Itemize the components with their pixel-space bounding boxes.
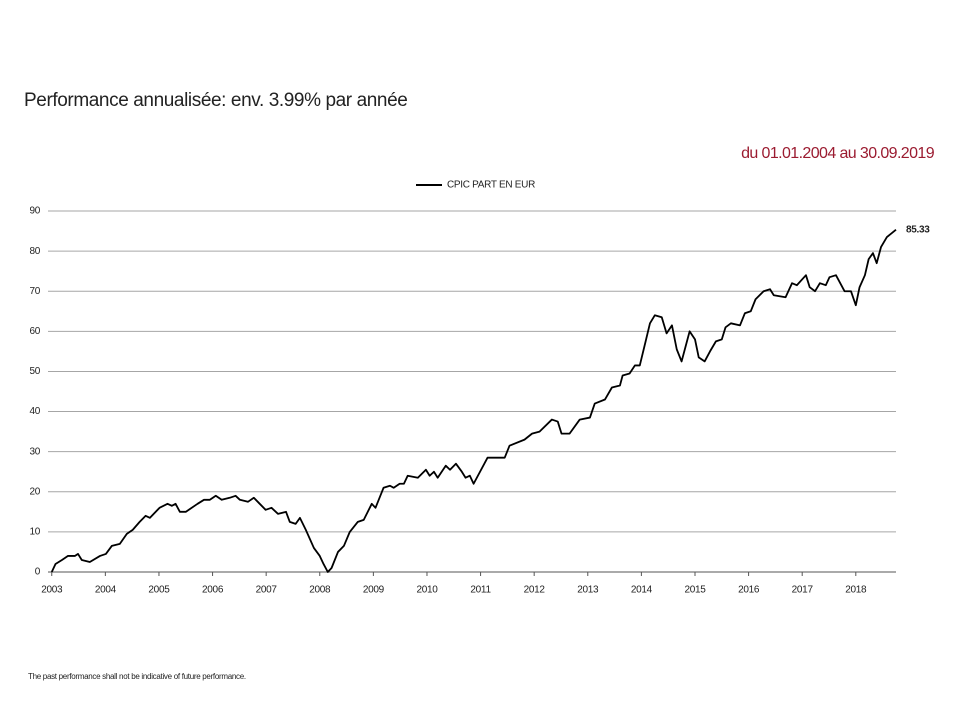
line	[50, 229, 897, 573]
chart-title: Performance annualisée: env. 3.99% par a…	[24, 90, 407, 111]
x-tick-label: 2009	[363, 585, 385, 596]
y-tick-label: 10	[29, 527, 40, 538]
x-tick-label: 2017	[792, 585, 814, 596]
x-tick-label: 2012	[524, 585, 546, 596]
x-tick-label: 2016	[738, 585, 760, 596]
y-tick-label: 50	[29, 366, 40, 377]
y-tick-label: 90	[29, 206, 40, 217]
y-tick-label: 0	[35, 567, 41, 578]
x-tick-label: 2005	[148, 585, 170, 596]
x-tick-label: 2003	[41, 585, 63, 596]
y-tick-label: 40	[29, 406, 40, 417]
y-tick-label: 80	[29, 246, 40, 257]
legend-label: CPIC PART EN EUR	[447, 180, 535, 191]
x-tick-label: 2013	[577, 585, 599, 596]
x-tick-label: 2018	[845, 585, 867, 596]
x-tick-label: 2010	[416, 585, 438, 596]
y-tick-label: 70	[29, 286, 40, 297]
chart-subtitle: du 01.01.2004 au 30.09.2019	[741, 145, 935, 162]
data-label: 85.33	[906, 224, 930, 235]
footnote: The past performance shall not be indica…	[28, 672, 246, 681]
x-tick-label: 2008	[309, 585, 331, 596]
x-tick-label: 2015	[684, 585, 706, 596]
x-tick-label: 2004	[95, 585, 117, 596]
x-tick-label: 2006	[202, 585, 224, 596]
x-tick-label: 2007	[256, 585, 278, 596]
x-tick-label: 2011	[470, 585, 491, 596]
y-tick-label: 20	[29, 486, 40, 497]
y-tick-label: 30	[29, 446, 40, 457]
y-tick-label: 60	[29, 326, 40, 337]
x-tick-label: 2014	[631, 585, 653, 596]
